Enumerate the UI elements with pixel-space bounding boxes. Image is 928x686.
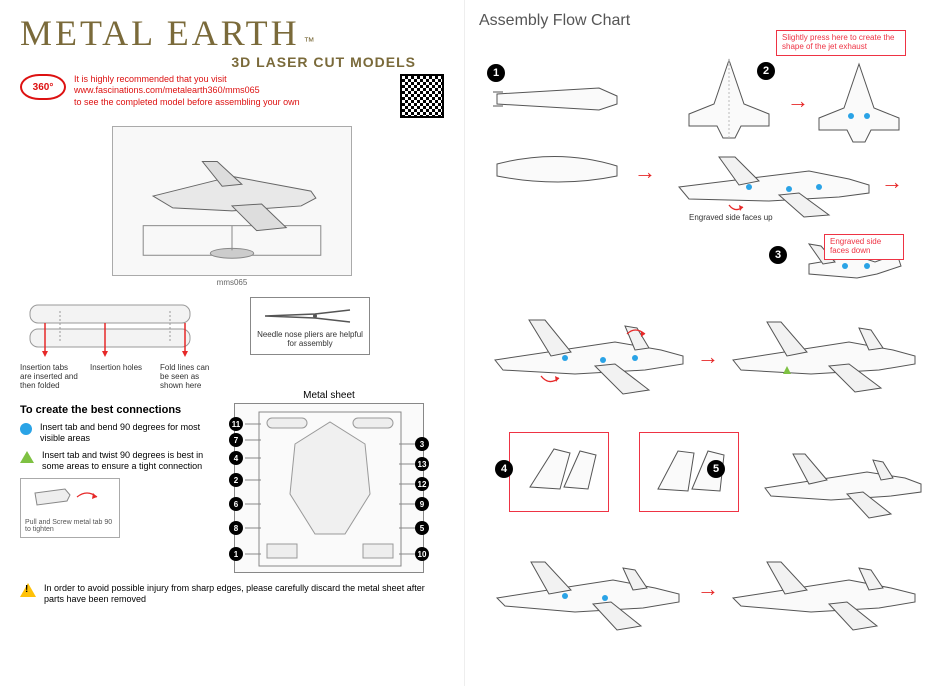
warning-text: In order to avoid possible injury from s…	[44, 583, 444, 605]
flow-area: Slightly press here to create the shape …	[479, 34, 914, 654]
hero-caption: mms065	[20, 278, 444, 287]
metalsheet-block: Metal sheet	[234, 390, 424, 573]
sheet-num: 12	[415, 477, 429, 491]
step-4-badge: 4	[495, 460, 513, 478]
green-triangle-icon	[20, 451, 34, 463]
step1-part	[489, 74, 629, 124]
step-5-badge: 5	[707, 460, 725, 478]
assembly-side	[669, 139, 879, 219]
legend-twist: Insert tab and twist 90 degrees is best …	[20, 450, 220, 472]
brand-title: METAL EARTH	[20, 12, 300, 54]
recommend-row: 360° It is highly recommended that you v…	[20, 74, 444, 118]
pliers-text: Needle nose pliers are helpful for assem…	[257, 330, 363, 348]
step2-plane-top	[669, 54, 789, 144]
warning-triangle-icon	[20, 583, 36, 597]
sheet-num: 9	[415, 497, 429, 511]
recommend-text: It is highly recommended that you visit …	[74, 74, 392, 108]
callout-engraved-down: Engraved side faces down	[824, 234, 904, 260]
arrow-icon: →	[697, 344, 719, 370]
insertion-diagram: Insertion tabs are inserted and then fol…	[20, 297, 220, 390]
right-column: Assembly Flow Chart Slightly press here …	[464, 0, 928, 686]
mid-plane-left	[485, 304, 695, 399]
callout-exhaust: Slightly press here to create the shape …	[776, 30, 906, 56]
sheet-num: 13	[415, 457, 429, 471]
pliers-box: Needle nose pliers are helpful for assem…	[250, 297, 370, 355]
step4-box	[509, 432, 609, 512]
connections-title: To create the best connections	[20, 404, 220, 416]
arrow-icon: →	[881, 169, 903, 195]
step2-plane-top-2	[799, 58, 919, 148]
pull-screw-text: Pull and Screw metal tab 90 to tighten	[25, 519, 115, 533]
badge-360-icon: 360°	[20, 74, 66, 100]
label-holes: Insertion holes	[90, 364, 150, 390]
bottom-left	[489, 544, 689, 634]
legend-column: To create the best connections Insert ta…	[20, 390, 220, 537]
arrow-icon: →	[697, 576, 719, 602]
sheet-num: 10	[415, 547, 429, 561]
flow-title: Assembly Flow Chart	[479, 12, 914, 30]
warning-row: In order to avoid possible injury from s…	[20, 583, 444, 605]
metalsheet-diagram: 11 7 4 2 6 8 1 3 13 12 9 5 10	[234, 403, 424, 573]
subtitle: 3D LASER CUT MODELS	[20, 54, 416, 70]
qr-code-icon	[400, 74, 444, 118]
final-1	[757, 434, 927, 524]
legend-bend: Insert tab and bend 90 degrees for most …	[20, 422, 220, 444]
legend-twist-text: Insert tab and twist 90 degrees is best …	[42, 450, 220, 472]
label-engraved-up: Engraved side faces up	[689, 214, 773, 223]
sheet-num: 3	[415, 437, 429, 451]
pull-screw-box: Pull and Screw metal tab 90 to tighten	[20, 478, 120, 538]
left-column: METAL EARTH ™ 3D LASER CUT MODELS 360° I…	[0, 0, 464, 686]
insertion-labels: Insertion tabs are inserted and then fol…	[20, 364, 220, 390]
step1-bent	[489, 144, 629, 199]
insertion-row: Insertion tabs are inserted and then fol…	[20, 297, 444, 390]
arrow-icon: →	[787, 88, 809, 114]
legend-bend-text: Insert tab and bend 90 degrees for most …	[40, 422, 220, 444]
arrow-icon: →	[634, 159, 656, 185]
label-fold: Fold lines can be seen as shown here	[160, 364, 220, 390]
label-tabs: Insertion tabs are inserted and then fol…	[20, 364, 80, 390]
hero-product-image	[112, 126, 352, 276]
trademark: ™	[304, 36, 315, 48]
metalsheet-label: Metal sheet	[234, 390, 424, 401]
blue-dot-icon	[20, 423, 32, 435]
bottom-right	[725, 544, 925, 634]
mid-plane-right	[723, 304, 923, 399]
title-row: METAL EARTH ™	[20, 12, 444, 54]
sheet-num: 5	[415, 521, 429, 535]
